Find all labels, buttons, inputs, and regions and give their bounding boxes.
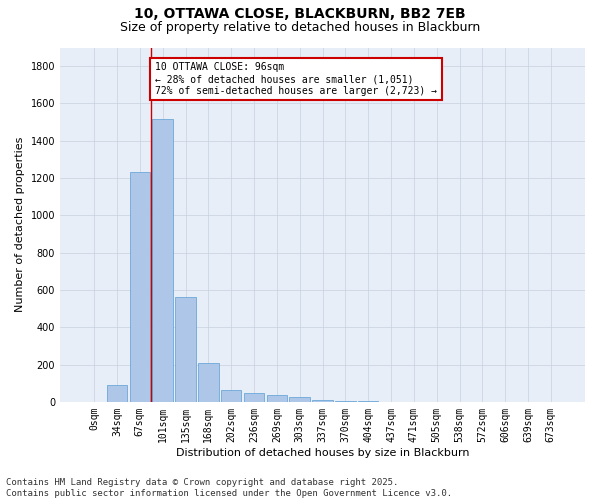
Bar <box>266 396 287 402</box>
Bar <box>198 362 218 402</box>
Bar <box>289 396 310 402</box>
Bar <box>107 385 127 402</box>
Bar <box>130 172 150 402</box>
Text: Size of property relative to detached houses in Blackburn: Size of property relative to detached ho… <box>120 21 480 34</box>
Bar <box>175 298 196 402</box>
Bar <box>244 394 264 402</box>
X-axis label: Distribution of detached houses by size in Blackburn: Distribution of detached houses by size … <box>176 448 469 458</box>
Bar <box>312 400 333 402</box>
Y-axis label: Number of detached properties: Number of detached properties <box>15 137 25 312</box>
Bar <box>221 390 241 402</box>
Text: Contains HM Land Registry data © Crown copyright and database right 2025.
Contai: Contains HM Land Registry data © Crown c… <box>6 478 452 498</box>
Text: 10, OTTAWA CLOSE, BLACKBURN, BB2 7EB: 10, OTTAWA CLOSE, BLACKBURN, BB2 7EB <box>134 8 466 22</box>
Bar <box>335 401 356 402</box>
Bar <box>152 120 173 402</box>
Text: 10 OTTAWA CLOSE: 96sqm
← 28% of detached houses are smaller (1,051)
72% of semi-: 10 OTTAWA CLOSE: 96sqm ← 28% of detached… <box>155 62 437 96</box>
